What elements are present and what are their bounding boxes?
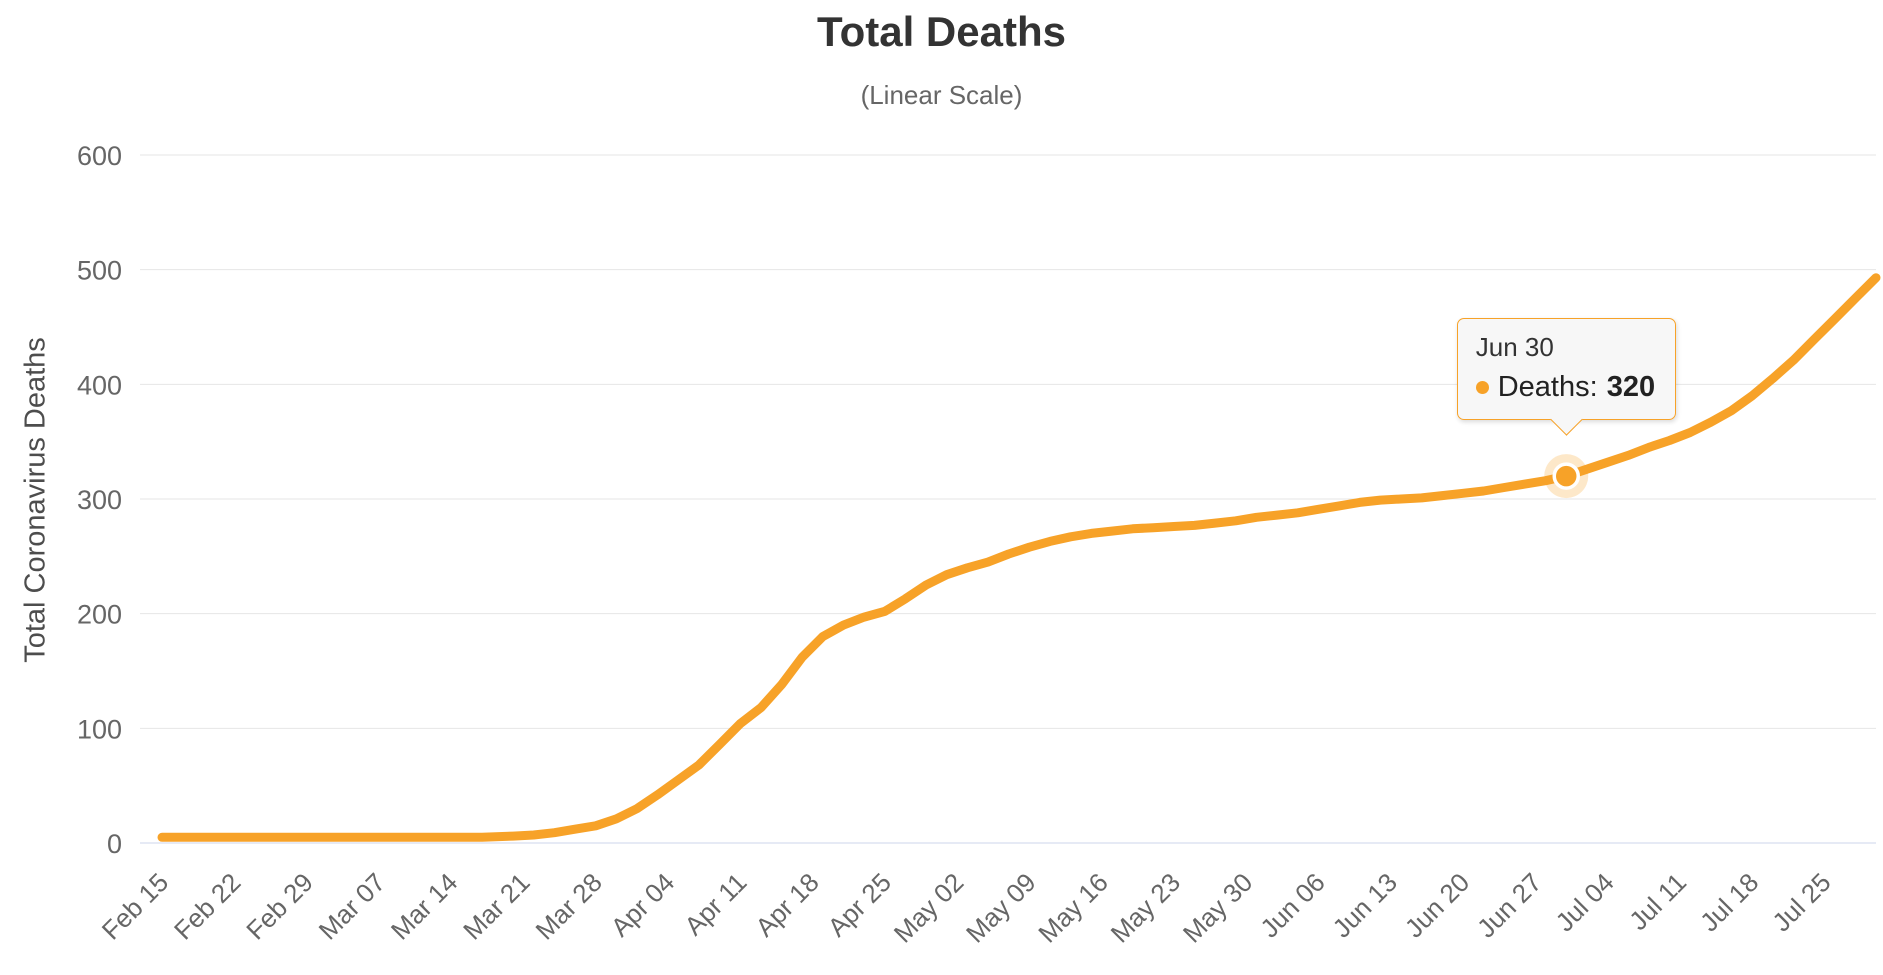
x-tick-label: Mar 28 [529,867,607,945]
tooltip: Jun 30 Deaths: 320 [1456,318,1677,436]
x-tick-label: May 02 [888,867,970,949]
x-tick-label: Apr 04 [605,867,680,942]
x-tick-label: Apr 11 [678,867,752,941]
x-tick-label: May 09 [960,867,1042,949]
tooltip-value: 320 [1606,371,1656,404]
tooltip-series-label: Deaths: [1497,371,1598,404]
series-bullet-icon [1475,381,1489,395]
x-tick-label: Jul 11 [1623,867,1692,936]
x-tick-label: Jul 04 [1550,867,1620,937]
tooltip-date: Jun 30 [1475,332,1554,363]
x-tick-label: Jun 13 [1327,867,1403,943]
y-tick-label: 100 [77,714,122,744]
x-tick-label: May 23 [1105,867,1187,949]
x-tick-label: Apr 18 [749,867,824,942]
tooltip-series-row: Deaths: 320 [1475,371,1656,404]
x-tick-label: Mar 07 [313,867,391,945]
y-tick-label: 0 [107,829,122,859]
x-tick-label: Feb 15 [96,867,174,945]
x-tick-label: Jul 18 [1694,867,1764,937]
x-tick-label: Feb 22 [168,867,246,945]
y-tick-label: 300 [77,485,122,515]
chart-subtitle: (Linear Scale) [860,80,1023,110]
y-tick-label: 500 [77,256,122,286]
x-tick-label: Jun 20 [1399,867,1475,943]
y-tick-label: 200 [77,600,122,630]
x-tick-label: May 16 [1032,867,1114,949]
x-tick-label: Apr 25 [822,867,897,942]
y-tick-label: 400 [77,370,122,400]
y-tick-label: 600 [77,141,122,171]
series-line[interactable] [157,273,1881,842]
x-tick-label: May 30 [1177,867,1259,949]
x-tick-label: Feb 29 [240,867,318,945]
marker-point[interactable] [1552,462,1580,490]
x-tick-label: Jul 25 [1766,867,1836,937]
x-tick-label: Jun 27 [1471,867,1547,943]
chart-title: Total Deaths [817,8,1066,55]
x-tick-label: Mar 14 [385,867,463,945]
x-tick-label: Jun 06 [1254,867,1330,943]
x-tick-label: Mar 21 [457,867,535,945]
